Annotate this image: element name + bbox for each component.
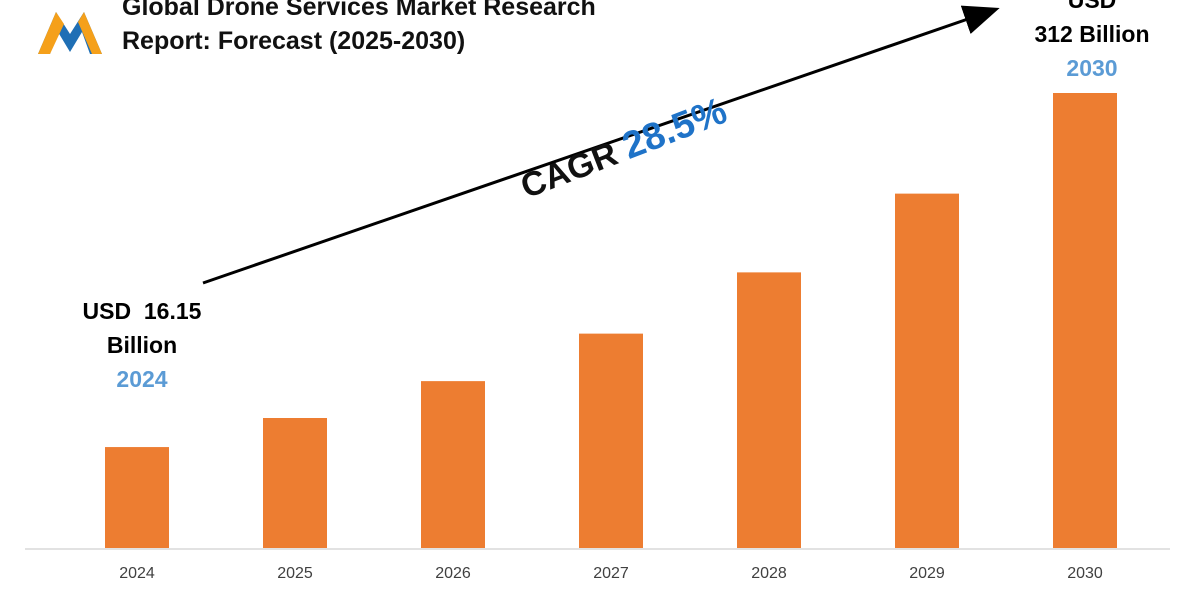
x-tick-label-2029: 2029 [909, 565, 945, 582]
title-line-2: Report: Forecast (2025-2030) [122, 27, 466, 55]
start-callout-year: 2024 [116, 366, 168, 392]
x-tick-label-2025: 2025 [277, 565, 313, 582]
end-callout-line1: USD [1067, 0, 1117, 13]
bar-2028 [737, 272, 801, 548]
start-value-callout: USD 16.15 Billion 2024 [62, 294, 222, 396]
x-tick-label-2027: 2027 [593, 565, 629, 582]
m-logo-icon [34, 4, 106, 60]
start-callout-line1: USD 16.15 [82, 298, 202, 324]
x-tick-label-2026: 2026 [435, 565, 471, 582]
bar-2025 [263, 418, 327, 548]
cagr-arrow [202, 5, 1000, 285]
end-callout-line2: 312 Billion [1034, 21, 1150, 47]
chart-title: Global Drone Services Market Research Re… [122, 0, 596, 58]
title-line-1: Global Drone Services Market Research [122, 0, 596, 21]
start-callout-line2: Billion [106, 332, 178, 358]
x-tick-label-2030: 2030 [1067, 565, 1103, 582]
x-tick-label-2024: 2024 [119, 565, 155, 582]
end-callout-year: 2030 [1066, 55, 1118, 81]
bar-2027 [579, 333, 643, 548]
bar-2026 [421, 381, 485, 548]
bar-2030 [1053, 93, 1117, 548]
bar-2029 [895, 193, 959, 548]
end-value-callout: USD 312 Billion 2030 [1010, 0, 1174, 85]
x-tick-label-2028: 2028 [751, 565, 787, 582]
bar-2024 [105, 447, 169, 548]
